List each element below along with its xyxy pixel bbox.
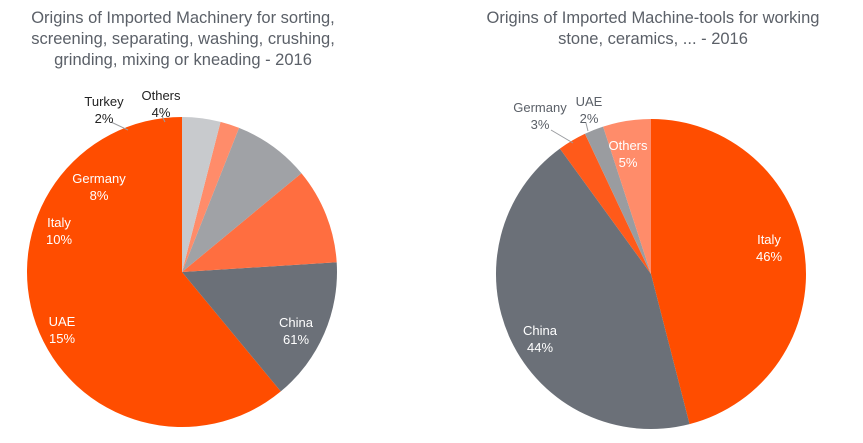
slice-label-italy: Italy 46% bbox=[756, 232, 782, 264]
slice-value: 3% bbox=[531, 117, 550, 132]
slice-value: 46% bbox=[756, 249, 782, 264]
slice-name: Others bbox=[608, 138, 648, 153]
slice-value: 10% bbox=[46, 232, 72, 247]
pie-slice-turkey bbox=[182, 121, 240, 273]
slice-label-others: Others 4% bbox=[141, 88, 181, 120]
slice-label-germany: Germany 3% bbox=[513, 100, 567, 132]
slice-name: Italy bbox=[47, 215, 71, 230]
leader-line-turkey bbox=[110, 121, 129, 131]
leader-line-others bbox=[161, 115, 166, 123]
pie-slice-germany bbox=[182, 127, 302, 272]
slice-name: Italy bbox=[757, 232, 781, 247]
leader-line-uae bbox=[585, 122, 589, 132]
slice-name: Others bbox=[141, 88, 181, 103]
slice-label-turkey: Turkey 2% bbox=[84, 94, 124, 126]
slice-name: China bbox=[523, 323, 558, 338]
slice-label-italy: Italy 10% bbox=[46, 215, 72, 247]
chart-title-left-line: Origins of Imported Machinery for sortin… bbox=[31, 9, 335, 27]
pie-slice-italy bbox=[182, 173, 337, 272]
chart-title-right: Origins of Imported Machine-tools for wo… bbox=[470, 8, 836, 50]
slice-label-uae: UAE 2% bbox=[576, 94, 603, 126]
slice-value: 2% bbox=[580, 111, 599, 126]
slice-value: 44% bbox=[527, 340, 553, 355]
slice-label-china: China 44% bbox=[523, 323, 558, 355]
chart-title-right-line: stone, ceramics, ... - 2016 bbox=[558, 30, 748, 48]
chart-title-left-line: screening, separating, washing, crushing… bbox=[31, 30, 335, 48]
slice-name: Turkey bbox=[84, 94, 124, 109]
slice-label-others: Others 5% bbox=[608, 138, 648, 170]
slice-name: China bbox=[279, 315, 314, 330]
slice-name: Germany bbox=[513, 100, 567, 115]
chart-title-left-line: grinding, mixing or kneading - 2016 bbox=[54, 51, 312, 69]
slice-value: 4% bbox=[152, 105, 171, 120]
pie-slice-others bbox=[603, 119, 651, 274]
pie-slice-others bbox=[182, 117, 221, 272]
pie-slice-germany bbox=[559, 133, 651, 274]
slice-name: Germany bbox=[72, 171, 126, 186]
slice-value: 61% bbox=[283, 332, 309, 347]
leader-line-germany bbox=[550, 129, 574, 144]
pie-slice-italy bbox=[651, 118, 807, 425]
slice-name: UAE bbox=[49, 314, 76, 329]
pie-slice-uae bbox=[585, 126, 651, 274]
pie-slice-uae bbox=[182, 262, 337, 392]
pie-slice-china bbox=[26, 117, 281, 427]
slice-label-uae: UAE 15% bbox=[49, 314, 76, 346]
slice-value: 5% bbox=[619, 155, 638, 170]
slice-value: 2% bbox=[95, 111, 114, 126]
slice-value: 15% bbox=[49, 331, 75, 346]
slice-name: UAE bbox=[576, 94, 603, 109]
chart-title-left: Origins of Imported Machinery for sortin… bbox=[8, 8, 358, 71]
slice-label-germany: Germany 8% bbox=[72, 171, 126, 203]
slice-value: 8% bbox=[90, 188, 109, 203]
pie-slice-china bbox=[495, 148, 690, 430]
slice-label-china: China 61% bbox=[279, 315, 314, 347]
chart-title-right-line: Origins of Imported Machine-tools for wo… bbox=[486, 9, 820, 27]
